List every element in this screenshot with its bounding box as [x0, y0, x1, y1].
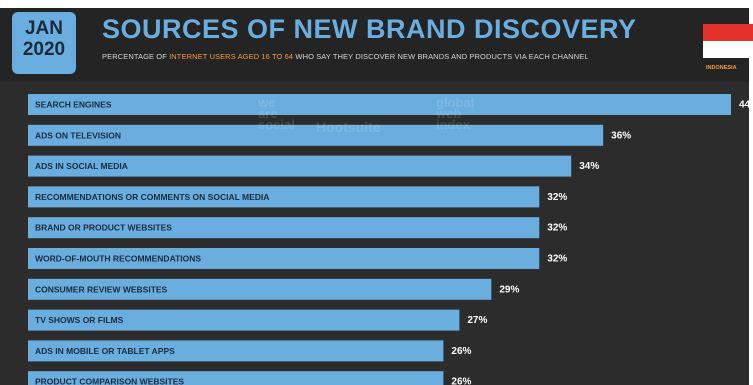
indonesia-flag-icon: [703, 24, 753, 58]
subtitle: PERCENTAGE OF INTERNET USERS AGED 16 TO …: [102, 52, 589, 61]
header-band: [0, 8, 749, 82]
bar: [28, 186, 540, 208]
category-label: CONSUMER REVIEW WEBSITES: [35, 284, 168, 294]
value-label: 26%: [451, 346, 471, 357]
bar: [28, 94, 731, 115]
country-label: INDONESIA: [706, 65, 737, 71]
category-label: TV SHOWS OR FILMS: [35, 315, 124, 325]
value-label: 32%: [547, 192, 567, 203]
subtitle-highlight: INTERNET USERS AGED 16 TO 64: [169, 52, 294, 61]
bar: [28, 124, 604, 146]
subtitle-end: WHO SAY THEY DISCOVER NEW BRANDS AND PRO…: [293, 52, 589, 61]
bar: [28, 217, 540, 239]
category-label: PRODUCT COMPARISON WEBSITES: [35, 377, 184, 385]
date-year: 2020: [22, 39, 66, 60]
value-label: 44%: [739, 100, 753, 111]
category-label: WORD-OF-MOUTH RECOMMENDATIONS: [35, 254, 201, 264]
category-label: ADS ON TELEVISION: [35, 130, 121, 140]
value-label: 32%: [547, 254, 567, 265]
category-label: RECOMMENDATIONS OR COMMENTS ON SOCIAL ME…: [35, 192, 269, 202]
bar: [28, 309, 460, 331]
bar: [28, 371, 444, 385]
value-label: 29%: [499, 284, 519, 295]
date-badge: JAN 2020: [12, 12, 76, 74]
right-border: [749, 0, 753, 385]
value-label: 34%: [579, 161, 599, 172]
bar: [28, 278, 492, 300]
bar: [28, 248, 540, 269]
value-label: 32%: [547, 223, 567, 234]
bar: [28, 155, 572, 177]
page-title: SOURCES OF NEW BRAND DISCOVERY: [102, 14, 637, 44]
date-month: JAN: [24, 18, 63, 39]
subtitle-start: PERCENTAGE OF: [102, 52, 170, 61]
value-label: 26%: [451, 377, 471, 385]
top-border: [0, 0, 753, 8]
value-label: 36%: [611, 130, 631, 141]
category-label: BRAND OR PRODUCT WEBSITES: [35, 223, 172, 233]
category-label: SEARCH ENGINES: [35, 100, 112, 110]
category-label: ADS IN SOCIAL MEDIA: [35, 161, 128, 171]
value-label: 27%: [467, 315, 487, 326]
bar: [28, 340, 444, 362]
category-label: ADS IN MOBILE OR TABLET APPS: [35, 346, 175, 356]
